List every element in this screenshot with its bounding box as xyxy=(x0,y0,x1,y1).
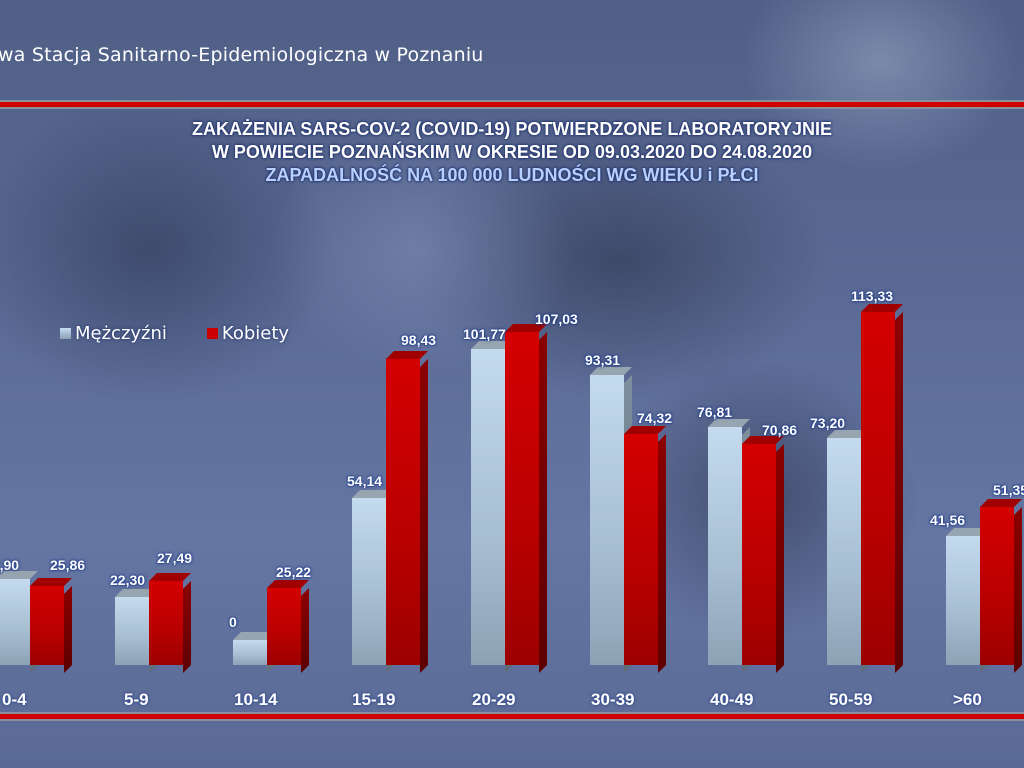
value-label: 98,43 xyxy=(401,332,437,348)
title-line-1: ZAKAŻENIA SARS-COV-2 (COVID-19) POTWIERD… xyxy=(191,119,833,139)
female-swatch-icon xyxy=(206,328,218,339)
top-divider xyxy=(0,100,1024,109)
title-line-2: W POWIECIE POZNAŃSKIM W OKRESIE OD 09.03… xyxy=(211,142,813,162)
category-label: 20-29 xyxy=(472,690,516,709)
value-label: 74,32 xyxy=(637,410,673,426)
bar-female-5-9 xyxy=(149,573,191,673)
bar-female-15-19 xyxy=(386,351,428,673)
legend-label-female: Kobiety xyxy=(221,323,290,344)
value-label: 27,90 xyxy=(0,557,20,573)
bar-female-50-59 xyxy=(861,304,903,673)
category-label: 15-19 xyxy=(352,690,396,709)
bar-male-20-29 xyxy=(471,341,513,673)
bar-male-0-4 xyxy=(0,571,38,673)
bar-male-15-19 xyxy=(352,490,394,673)
value-label: 41,56 xyxy=(930,512,966,528)
bar-female-40-49 xyxy=(742,436,784,673)
value-label: 25,86 xyxy=(50,557,86,573)
category-label: 50-59 xyxy=(829,690,873,709)
value-label: 70,86 xyxy=(762,422,798,438)
bar-female-0-4 xyxy=(30,578,72,673)
value-label: 27,49 xyxy=(157,550,193,566)
value-label: 107,03 xyxy=(535,311,578,327)
value-label: 22,30 xyxy=(110,572,146,588)
bar-male-30-39 xyxy=(590,367,632,673)
legend-item-female: Kobiety xyxy=(206,323,290,344)
value-label: 25,22 xyxy=(276,564,312,580)
category-label: 5-9 xyxy=(124,690,149,709)
category-label: 10-14 xyxy=(234,690,278,709)
male-swatch-icon xyxy=(60,328,71,339)
chart-subtitle: ZAPADALNOŚĆ NA 100 000 LUDNOŚCI WG WIEKU… xyxy=(265,165,759,185)
bar-male-over-60 xyxy=(946,528,988,673)
bar-male-5-9 xyxy=(115,589,157,673)
bar-male-10-14 xyxy=(233,632,275,673)
bar-male-50-59 xyxy=(827,430,869,673)
organization-name: wa Stacja Sanitarno-Epidemiologiczna w P… xyxy=(0,44,484,66)
chart-legend: Mężczyźni Kobiety xyxy=(60,323,289,344)
category-label: 0-4 xyxy=(2,690,27,709)
value-label: 73,20 xyxy=(810,415,846,431)
value-label: 101,77 xyxy=(463,326,506,342)
value-label: 76,81 xyxy=(697,404,733,420)
category-label: 30-39 xyxy=(591,690,635,709)
legend-item-male: Mężczyźni xyxy=(60,323,167,344)
legend-label-male: Mężczyźni xyxy=(75,323,167,344)
bar-female-over-60 xyxy=(980,499,1022,673)
bar-female-10-14 xyxy=(267,580,309,673)
category-label: 40-49 xyxy=(710,690,754,709)
chart-title: ZAKAŻENIA SARS-COV-2 (COVID-19) POTWIERD… xyxy=(0,118,1024,187)
bar-male-40-49 xyxy=(708,419,750,673)
category-label: >60 xyxy=(953,690,982,709)
bottom-divider xyxy=(0,712,1024,721)
bar-female-30-39 xyxy=(624,426,666,673)
value-label: 0 xyxy=(229,614,237,630)
value-label: 51,35 xyxy=(993,482,1024,498)
value-label: 93,31 xyxy=(585,352,621,368)
value-label: 113,33 xyxy=(851,288,894,304)
value-label: 54,14 xyxy=(347,473,383,489)
bar-female-20-29 xyxy=(505,324,547,673)
